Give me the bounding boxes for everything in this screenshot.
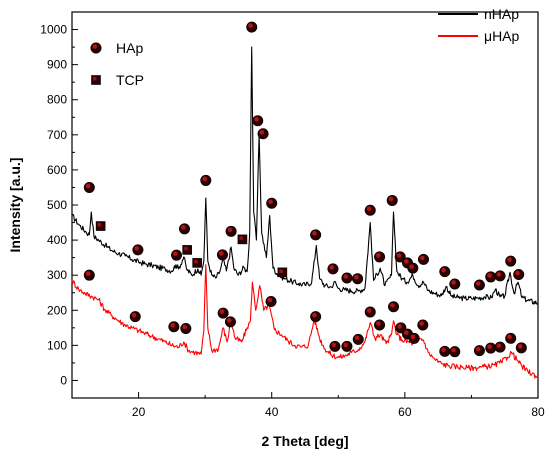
marker-legend-symbol-shine — [92, 44, 98, 49]
hap-peak-marker-shine — [259, 129, 265, 135]
hap-peak-marker-shine — [475, 281, 481, 286]
hap-peak-marker-shine — [507, 334, 512, 340]
marker-layer — [83, 21, 527, 358]
hap-peak-marker-shine — [354, 335, 360, 341]
hap-peak-marker-shine — [390, 302, 395, 308]
hap-peak-marker-shine — [404, 330, 409, 335]
hap-peak-marker-shine — [170, 322, 175, 328]
y-tick-label: 400 — [47, 233, 67, 247]
hap-peak-marker-shine — [218, 251, 224, 256]
x-tick-label: 40 — [265, 405, 279, 419]
tcp-peak-marker-shine — [194, 259, 198, 264]
hap-peak-marker-shine — [366, 308, 372, 313]
y-tick-label: 700 — [47, 128, 67, 142]
hap-peak-marker-shine — [487, 273, 492, 278]
hap-peak-marker-shine — [475, 346, 481, 352]
hap-peak-marker-shine — [227, 227, 233, 233]
hap-peak-marker-shine — [331, 342, 337, 348]
hap-peak-marker-shine — [267, 297, 273, 303]
hap-peak-marker-shine — [441, 347, 446, 353]
legend-label: μHAp — [484, 28, 520, 44]
hap-peak-marker-shine — [451, 280, 456, 285]
hap-peak-marker-shine — [397, 324, 402, 329]
y-tick-label: 300 — [47, 268, 67, 282]
hap-peak-marker-shine — [404, 259, 409, 264]
hap-peak-marker-shine — [181, 225, 186, 230]
hap-peak-marker-shine — [507, 257, 512, 262]
hap-peak-marker-shine — [312, 312, 317, 318]
series-layer — [71, 46, 539, 379]
hap-peak-marker-shine — [515, 270, 520, 276]
hap-peak-marker-shine — [85, 271, 91, 276]
y-tick-label: 100 — [47, 338, 67, 352]
tcp-peak-marker-shine — [184, 246, 188, 251]
y-tick-label: 200 — [47, 303, 67, 317]
tcp-peak-marker-shine — [279, 269, 283, 273]
series-legend: nHAp μHAp — [438, 6, 520, 44]
plot-frame — [71, 11, 539, 399]
hap-peak-marker-shine — [441, 267, 446, 273]
hap-peak-marker-shine — [219, 309, 225, 314]
y-tick-label: 0 — [60, 373, 67, 387]
hap-peak-marker-shine — [376, 321, 381, 326]
series-line-nHAp — [71, 46, 539, 305]
hap-peak-marker-shine — [343, 342, 349, 348]
marker-legend-symbol-shine — [93, 77, 97, 81]
hap-peak-marker-shine — [496, 272, 502, 277]
hap-peak-marker-shine — [343, 274, 349, 279]
marker-legend-label: HAp — [116, 40, 143, 56]
legend-label: nHAp — [484, 6, 519, 22]
y-tick-label: 500 — [47, 198, 67, 212]
hap-peak-marker-shine — [329, 265, 335, 270]
x-tick-label: 60 — [398, 405, 412, 419]
hap-peak-marker-shine — [134, 246, 140, 251]
y-tick-label: 800 — [47, 93, 67, 107]
hap-peak-marker-shine — [396, 253, 402, 258]
x-axis-title: 2 Theta [deg] — [261, 433, 348, 449]
hap-peak-marker-shine — [487, 344, 492, 349]
hap-peak-marker-shine — [517, 344, 523, 349]
hap-peak-marker-shine — [85, 183, 91, 189]
hap-peak-marker-shine — [410, 334, 416, 340]
y-tick-label: 900 — [47, 58, 67, 72]
hap-peak-marker-shine — [202, 176, 207, 182]
plot-border — [71, 11, 539, 399]
hap-peak-marker-shine — [376, 253, 381, 258]
hap-peak-marker-shine — [366, 206, 372, 212]
hap-peak-marker-shine — [409, 264, 414, 269]
tcp-peak-marker-shine — [239, 236, 243, 240]
y-axis-title: Intensity [a.u.] — [7, 158, 23, 253]
hap-peak-marker-shine — [496, 343, 502, 348]
series-line-muHAp — [71, 264, 539, 379]
hap-peak-marker-shine — [451, 347, 456, 353]
hap-peak-marker-shine — [354, 274, 359, 280]
hap-peak-marker-shine — [254, 116, 259, 122]
hap-peak-marker-shine — [419, 255, 425, 261]
x-tick-label: 20 — [132, 405, 146, 419]
hap-peak-marker-shine — [312, 231, 317, 236]
hap-peak-marker-shine — [173, 251, 178, 256]
marker-legend-label: TCP — [116, 72, 144, 88]
tcp-peak-marker-shine — [97, 223, 102, 227]
hap-peak-marker-shine — [182, 324, 187, 330]
hap-peak-marker-shine — [248, 23, 253, 28]
hap-peak-marker-shine — [226, 318, 232, 323]
hap-peak-marker-shine — [268, 199, 273, 205]
hap-peak-marker-shine — [131, 312, 137, 318]
hap-peak-marker-shine — [419, 321, 424, 326]
hap-peak-marker-shine — [388, 196, 394, 202]
y-tick-label: 600 — [47, 163, 67, 177]
y-tick-label: 1000 — [40, 23, 67, 37]
x-tick-label: 80 — [531, 405, 545, 419]
marker-legend: HAp TCP — [90, 40, 144, 88]
